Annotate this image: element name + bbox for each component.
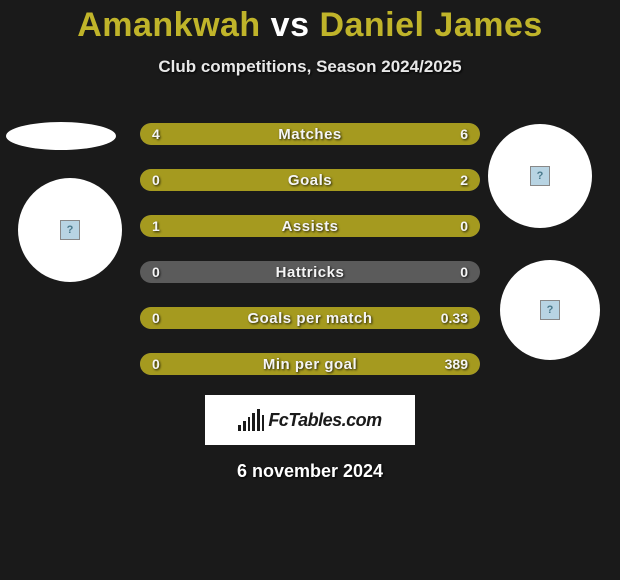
missing-image-icon: ? <box>540 300 560 320</box>
avatar-top-right: ? <box>488 124 592 228</box>
comparison-rows: 4Matches60Goals21Assists00Hattricks00Goa… <box>140 123 480 375</box>
stat-value-right: 6 <box>460 123 468 145</box>
stat-label: Hattricks <box>140 261 480 283</box>
logo-bar <box>252 413 255 431</box>
avatar-bottom-right: ? <box>500 260 600 360</box>
stat-label: Matches <box>140 123 480 145</box>
stat-label: Goals per match <box>140 307 480 329</box>
logo-bars-icon <box>238 409 264 431</box>
missing-image-icon: ? <box>60 220 80 240</box>
stat-row: 4Matches6 <box>140 123 480 145</box>
comparison-title: Amankwah vs Daniel James <box>0 0 620 45</box>
stat-row: 0Min per goal389 <box>140 353 480 375</box>
player1-name: Amankwah <box>77 6 261 44</box>
stat-label: Assists <box>140 215 480 237</box>
subtitle: Club competitions, Season 2024/2025 <box>0 57 620 77</box>
stat-label: Goals <box>140 169 480 191</box>
logo-bar <box>257 409 260 431</box>
logo-bar <box>248 417 251 431</box>
player2-name: Daniel James <box>319 6 542 44</box>
stat-row: 0Goals2 <box>140 169 480 191</box>
logo-bar <box>262 415 265 431</box>
decorative-ellipse <box>6 122 116 150</box>
stat-value-right: 0.33 <box>441 307 468 329</box>
stat-row: 1Assists0 <box>140 215 480 237</box>
branding-box: FcTables.com <box>205 395 415 445</box>
stat-value-right: 0 <box>460 261 468 283</box>
stat-label: Min per goal <box>140 353 480 375</box>
stat-row: 0Hattricks0 <box>140 261 480 283</box>
logo-bar <box>243 421 246 431</box>
logo-bar <box>238 425 241 431</box>
stat-value-right: 389 <box>445 353 468 375</box>
stat-value-right: 0 <box>460 215 468 237</box>
branding-text: FcTables.com <box>268 410 381 431</box>
vs-text: vs <box>271 6 310 44</box>
stat-value-right: 2 <box>460 169 468 191</box>
stat-row: 0Goals per match0.33 <box>140 307 480 329</box>
avatar-mid-left: ? <box>18 178 122 282</box>
missing-image-icon: ? <box>530 166 550 186</box>
date-text: 6 november 2024 <box>0 461 620 482</box>
